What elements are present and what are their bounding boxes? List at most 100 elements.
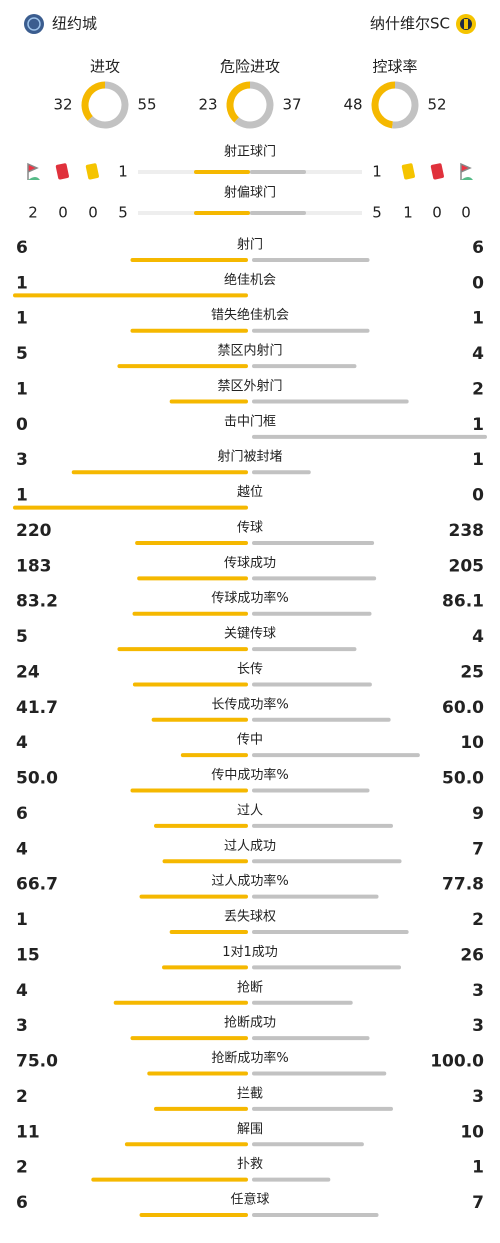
away-team: 纳什维尔SC (370, 15, 450, 33)
stat-home: 66.7 (16, 875, 58, 895)
shot-home: 1 (118, 163, 128, 181)
stat-away: 9 (472, 804, 484, 824)
stat-away: 25 (460, 662, 484, 682)
stat-label: 禁区外射门 (217, 378, 282, 394)
stat-home: 6 (16, 1193, 28, 1213)
stat-home: 1 (16, 273, 28, 293)
stat-home-bar (139, 1212, 248, 1217)
stat-home: 3 (16, 1016, 28, 1036)
shot-away-bar (250, 211, 306, 215)
stat-home: 11 (16, 1122, 40, 1142)
stat-away: 3 (472, 1087, 484, 1107)
donut-away-value: 37 (282, 96, 301, 114)
donut-label: 危险进攻 (220, 58, 280, 76)
shot-away-bar (250, 170, 306, 174)
stat-label: 拦截 (237, 1086, 263, 1101)
stat-label: 传中成功率% (211, 767, 288, 783)
stat-away-bar (252, 1000, 353, 1005)
donut-label: 进攻 (90, 58, 120, 76)
stat-label: 抢断 (237, 979, 263, 995)
stat-home-bar (130, 258, 248, 262)
stat-home: 3 (16, 450, 28, 470)
stat-away: 1 (472, 450, 484, 470)
stat-home-bar (13, 293, 248, 298)
stat-away-bar (252, 434, 487, 439)
stat-away: 3 (472, 981, 484, 1001)
stat-label: 长传成功率% (211, 696, 288, 712)
stat-home: 15 (16, 945, 40, 965)
stat-away-bar (252, 540, 375, 545)
home-logo (24, 14, 44, 34)
stat-label: 过人成功 (224, 839, 276, 854)
stat-home-bar (169, 930, 248, 935)
stat-home-bar (13, 505, 248, 510)
stat-home: 0 (16, 415, 28, 435)
donut-label: 控球率 (372, 58, 417, 76)
stat-away-bar (252, 611, 372, 616)
stat-away: 2 (472, 379, 484, 399)
stat-away: 1 (472, 309, 484, 329)
stat-label: 过人 (237, 803, 263, 818)
stat-home-bar (91, 1177, 248, 1182)
stat-home: 5 (16, 627, 28, 647)
stat-away-bar (252, 576, 377, 581)
stat-label: 传中 (237, 733, 263, 748)
stat-home-bar (151, 717, 248, 722)
stat-away: 10 (460, 1122, 484, 1142)
stat-home-bar (124, 1142, 248, 1147)
stat-away-bar (252, 647, 357, 652)
shot-label: 射偏球门 (224, 185, 276, 201)
card-count: 0 (432, 204, 442, 222)
stat-home-bar (169, 399, 248, 404)
stat-away: 1 (472, 415, 484, 435)
stat-away: 26 (460, 945, 484, 965)
stat-away-bar (252, 894, 379, 899)
stat-away-bar (252, 823, 393, 828)
stat-home-bar (130, 328, 248, 333)
card-count: 1 (403, 204, 413, 222)
stat-away: 10 (460, 733, 484, 753)
stat-label: 绝佳机会 (224, 272, 276, 288)
stat-label: 射门 (237, 237, 263, 253)
donut-home-arc (81, 81, 106, 121)
stat-away: 77.8 (442, 875, 484, 895)
donut-home-arc (226, 81, 251, 123)
stat-home: 1 (16, 910, 28, 930)
stat-away: 1 (472, 1158, 484, 1178)
donut-away-value: 55 (137, 96, 156, 114)
stat-home: 183 (16, 556, 52, 576)
stat-away-bar (252, 1212, 379, 1217)
stat-away: 2 (472, 910, 484, 930)
stat-label: 射门被封堵 (217, 449, 282, 465)
stat-away-bar (252, 930, 409, 935)
donut-away-arc (392, 81, 419, 129)
stat-away-bar (252, 1106, 393, 1111)
stat-home: 1 (16, 309, 28, 329)
home-icons (27, 162, 99, 180)
stat-away: 4 (472, 627, 484, 647)
stat-away-bar (252, 753, 420, 758)
stat-away-bar (252, 470, 311, 475)
stat-home-bar (117, 364, 248, 369)
shot-home: 5 (118, 204, 128, 222)
stat-away: 238 (449, 521, 485, 541)
stat-away: 0 (472, 486, 484, 506)
stat-label: 传球成功率% (211, 590, 288, 606)
stat-away-bar (252, 1036, 370, 1041)
shot-label: 射正球门 (224, 144, 276, 160)
stat-home-bar (162, 859, 248, 864)
stat-label: 解围 (237, 1122, 263, 1137)
stat-away: 6 (472, 238, 484, 258)
stat-home-bar (162, 965, 248, 970)
stat-home-bar (147, 1071, 248, 1076)
donut-away-arc (87, 81, 129, 129)
away-icons (401, 162, 473, 180)
away-logo (456, 14, 476, 34)
donut-home-value: 32 (53, 96, 72, 114)
stat-label: 过人成功率% (211, 873, 288, 889)
stat-away: 7 (472, 1193, 484, 1213)
donut-home-arc (371, 81, 396, 129)
stat-home-bar (137, 576, 248, 581)
stat-away: 7 (472, 839, 484, 859)
